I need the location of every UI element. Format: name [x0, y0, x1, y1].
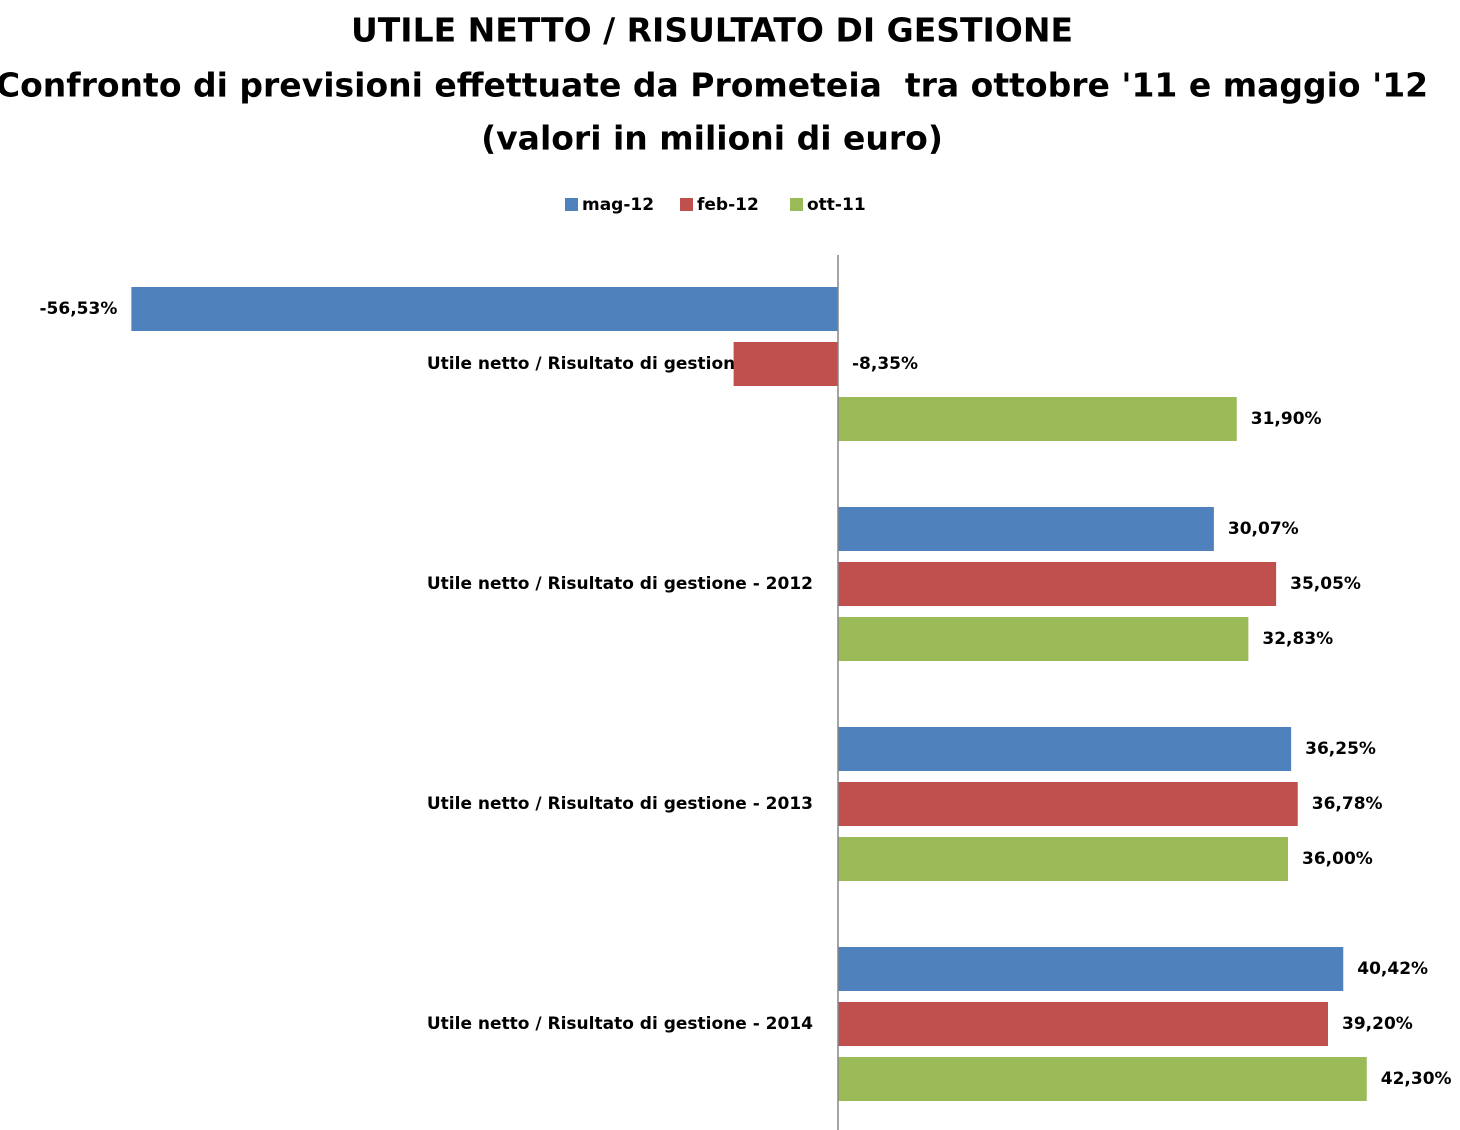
data-label: 31,90% — [1251, 409, 1322, 429]
bar — [838, 1002, 1328, 1046]
category-label: Utile netto / Risultato di gestione - 20… — [427, 354, 813, 374]
category-label: Utile netto / Risultato di gestione - 20… — [427, 574, 813, 594]
bar — [838, 617, 1249, 661]
data-label: 39,20% — [1342, 1014, 1413, 1034]
legend-label: mag-12 — [582, 195, 654, 215]
data-label: 36,25% — [1305, 739, 1376, 759]
bar — [838, 397, 1237, 441]
legend-label: ott-11 — [807, 195, 866, 215]
data-label: 42,30% — [1381, 1069, 1452, 1089]
legend-swatch — [565, 198, 578, 211]
data-label: -56,53% — [40, 299, 118, 319]
bar — [838, 1057, 1367, 1101]
legend-swatch — [680, 198, 693, 211]
chart-title: UTILE NETTO / RISULTATO DI GESTIONE — [351, 11, 1073, 50]
bar — [838, 507, 1214, 551]
data-label: -8,35% — [852, 354, 918, 374]
data-label: 32,83% — [1262, 629, 1333, 649]
bar — [838, 837, 1288, 881]
data-label: 40,42% — [1357, 959, 1428, 979]
chart-subtitle: (valori in milioni di euro) — [481, 119, 943, 158]
data-label: 30,07% — [1228, 519, 1299, 539]
chart-subtitle: Confronto di previsioni effettuate da Pr… — [0, 66, 1428, 105]
data-label: 36,78% — [1312, 794, 1383, 814]
data-label: 36,00% — [1302, 849, 1373, 869]
bar — [838, 562, 1277, 606]
category-label: Utile netto / Risultato di gestione - 20… — [427, 794, 813, 814]
legend-label: feb-12 — [697, 195, 759, 215]
data-label: 35,05% — [1290, 574, 1361, 594]
bar — [733, 342, 838, 386]
bar — [838, 947, 1344, 991]
bar — [838, 782, 1298, 826]
legend-swatch — [790, 198, 803, 211]
category-label: Utile netto / Risultato di gestione - 20… — [427, 1014, 813, 1034]
bar — [838, 727, 1292, 771]
bar — [131, 287, 838, 331]
